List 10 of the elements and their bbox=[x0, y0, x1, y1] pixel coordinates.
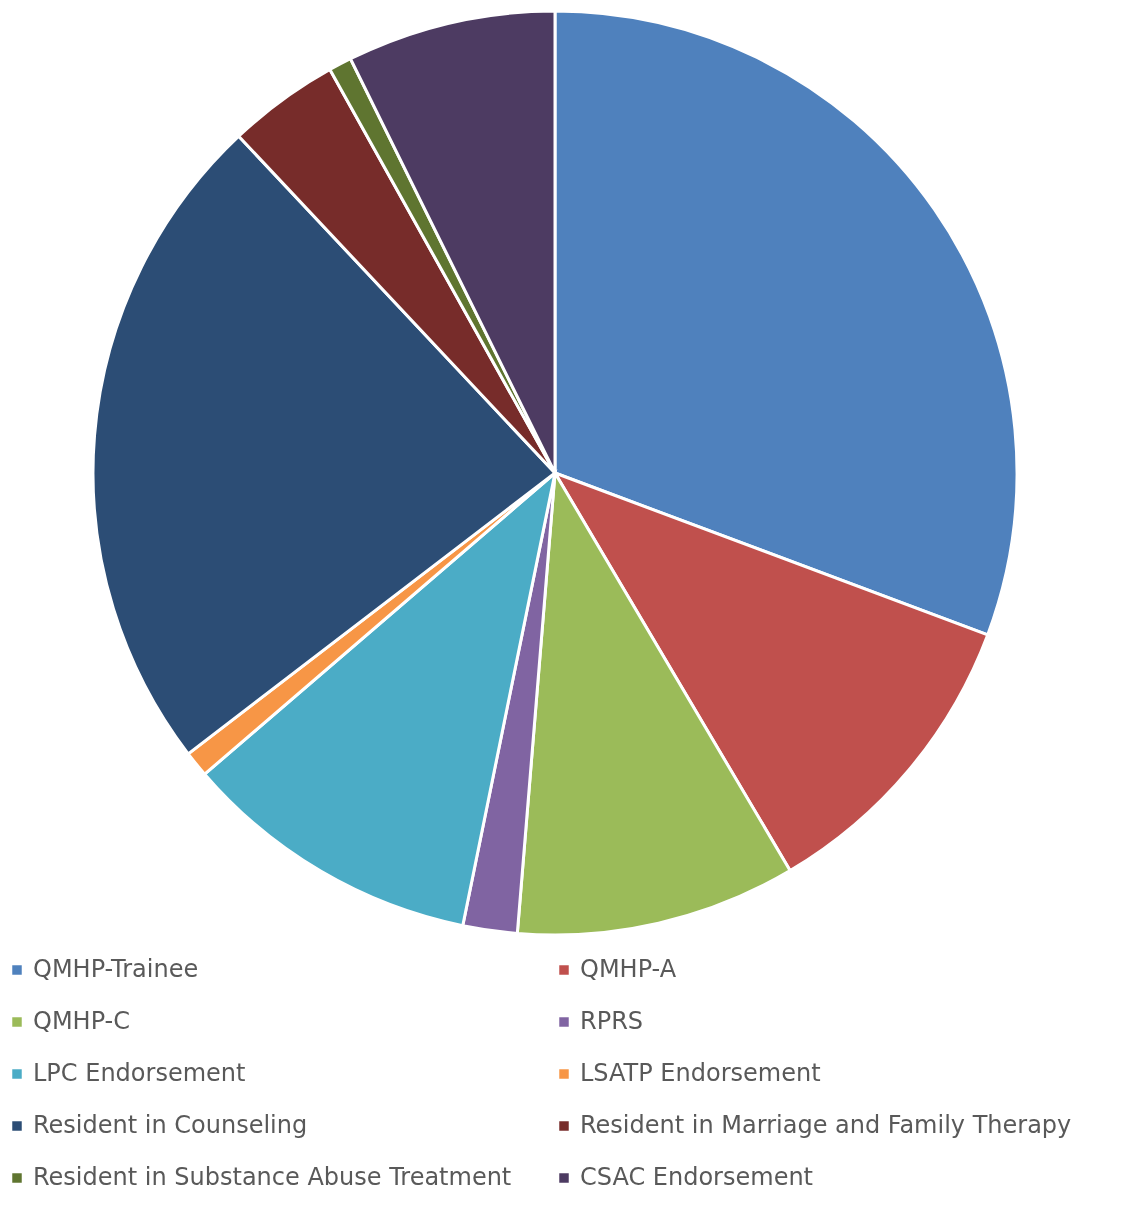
legend-label: QMHP-Trainee bbox=[33, 955, 199, 983]
legend-label: CSAC Endorsement bbox=[580, 1163, 814, 1191]
legend-label: LPC Endorsement bbox=[33, 1059, 246, 1087]
legend-label: Resident in Substance Abuse Treatment bbox=[33, 1163, 512, 1191]
legend-label: Resident in Marriage and Family Therapy bbox=[580, 1111, 1072, 1139]
legend-label: LSATP Endorsement bbox=[580, 1059, 821, 1087]
legend-label: QMHP-A bbox=[580, 955, 677, 983]
legend-label: Resident in Counseling bbox=[33, 1111, 308, 1139]
legend-label: QMHP-C bbox=[33, 1007, 131, 1035]
legend-label: RPRS bbox=[580, 1007, 644, 1035]
